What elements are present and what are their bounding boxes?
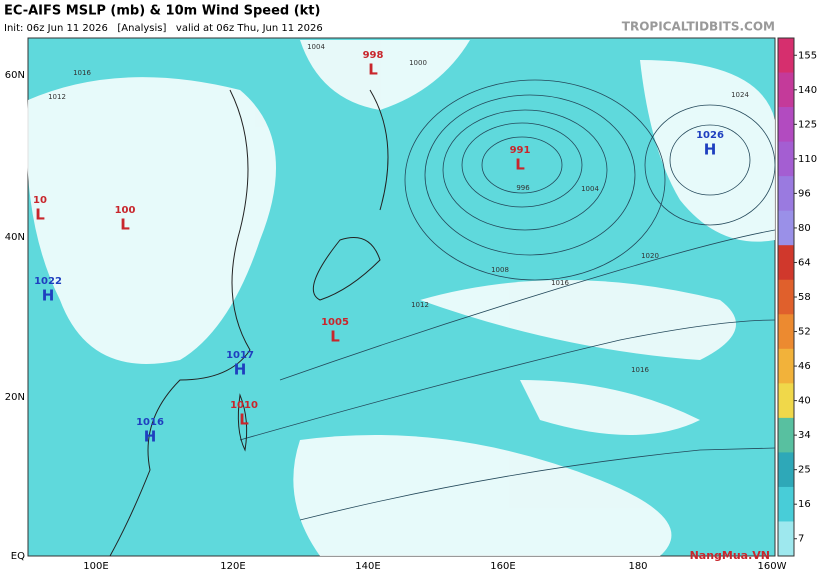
center-value: 1010 bbox=[230, 400, 258, 411]
center-letter: L bbox=[368, 61, 378, 79]
colorbar-label: 40 bbox=[798, 396, 811, 407]
isobar-label: 1024 bbox=[731, 91, 749, 99]
colorbar-label: 96 bbox=[798, 188, 811, 199]
colorbar-segment bbox=[778, 486, 794, 522]
colorbar-segment bbox=[778, 417, 794, 453]
center-value: 1005 bbox=[321, 317, 349, 328]
watermark: NangMua.VN bbox=[690, 549, 770, 562]
isobar-label: 1000 bbox=[409, 59, 427, 67]
colorbar-label: 34 bbox=[798, 430, 811, 441]
lon-label: 160E bbox=[490, 561, 515, 572]
colorbar-label: 64 bbox=[798, 257, 811, 268]
center-value: 100 bbox=[115, 205, 136, 216]
colorbar-label: 110 bbox=[798, 154, 817, 165]
lon-label: 120E bbox=[220, 561, 245, 572]
isobar-label: 1020 bbox=[641, 252, 659, 260]
isobar-label: 1012 bbox=[48, 93, 66, 101]
center-value: 1016 bbox=[136, 417, 164, 428]
subtitle: Init: 06z Jun 11 2026 [Analysis] valid a… bbox=[4, 23, 323, 34]
center-value: 1026 bbox=[696, 130, 724, 141]
colorbar-segment bbox=[778, 383, 794, 419]
center-value: 991 bbox=[510, 145, 531, 156]
lon-label: 140E bbox=[355, 561, 380, 572]
colorbar-segment bbox=[778, 348, 794, 384]
colorbar-label: 7 bbox=[798, 534, 804, 545]
colorbar-segment bbox=[778, 141, 794, 177]
center-letter: L bbox=[120, 216, 130, 234]
center-value: 1017 bbox=[226, 350, 254, 361]
colorbar: 155 140 125 110 96 80 64 58 52 46 40 34 25 16 7 bbox=[777, 37, 817, 557]
colorbar-label: 58 bbox=[798, 292, 811, 303]
colorbar-label: 155 bbox=[798, 50, 817, 61]
center-letter: L bbox=[35, 206, 45, 224]
colorbar-label: 25 bbox=[798, 465, 811, 476]
center-value: 1022 bbox=[34, 276, 62, 287]
center-letter: H bbox=[234, 361, 247, 379]
isobar-label: 1008 bbox=[491, 266, 509, 274]
colorbar-segment bbox=[778, 521, 794, 557]
center-letter: L bbox=[330, 328, 340, 346]
isobar-label: 996 bbox=[516, 184, 530, 192]
title: EC-AIFS MSLP (mb) & 10m Wind Speed (kt) bbox=[4, 4, 320, 19]
colorbar-segment bbox=[778, 107, 794, 143]
lon-label: 100E bbox=[83, 561, 108, 572]
center-value: 998 bbox=[363, 50, 384, 61]
colorbar-label: 16 bbox=[798, 499, 811, 510]
lon-label: 160W bbox=[758, 561, 787, 572]
isobar-label: 1016 bbox=[73, 69, 91, 77]
center-letter: H bbox=[42, 287, 55, 305]
isobar-label: 1016 bbox=[551, 279, 569, 287]
lat-label: 40N bbox=[5, 232, 25, 243]
lon-label: 180 bbox=[628, 561, 647, 572]
colorbar-label: 140 bbox=[798, 85, 817, 96]
colorbar-segment bbox=[778, 452, 794, 488]
center-value: 10 bbox=[33, 195, 47, 206]
colorbar-segment bbox=[778, 38, 794, 74]
isobar-label: 1012 bbox=[411, 301, 429, 309]
center-letter: H bbox=[144, 428, 157, 446]
colorbar-segment bbox=[778, 279, 794, 315]
colorbar-segment bbox=[778, 176, 794, 212]
colorbar-label: 52 bbox=[798, 327, 811, 338]
colorbar-segment bbox=[778, 245, 794, 281]
colorbar-segment bbox=[778, 72, 794, 108]
center-letter: L bbox=[239, 411, 249, 429]
center-letter: H bbox=[704, 141, 717, 159]
isobar-label: 1004 bbox=[581, 185, 599, 193]
colorbar-label: 125 bbox=[798, 119, 817, 130]
colorbar-label: 80 bbox=[798, 223, 811, 234]
isobar-label: 1004 bbox=[307, 43, 325, 51]
map bbox=[26, 37, 776, 557]
isobar-label: 1016 bbox=[631, 366, 649, 374]
site: TROPICALTIDBITS.COM bbox=[622, 20, 775, 34]
colorbar-segment bbox=[778, 210, 794, 246]
lat-label: 60N bbox=[5, 70, 25, 81]
lat-label: EQ bbox=[11, 551, 25, 562]
lat-label: 20N bbox=[5, 392, 25, 403]
colorbar-label: 46 bbox=[798, 361, 811, 372]
colorbar-segment bbox=[778, 314, 794, 350]
center-letter: L bbox=[515, 156, 525, 174]
